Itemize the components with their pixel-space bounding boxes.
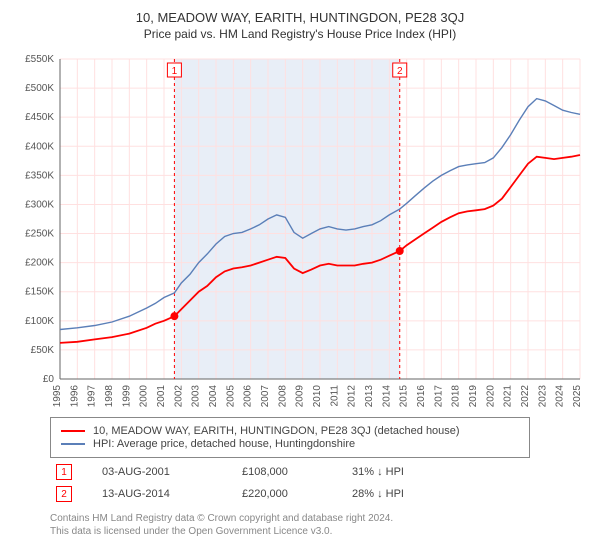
svg-text:2008: 2008	[277, 385, 288, 408]
svg-text:2005: 2005	[225, 385, 236, 408]
svg-text:2002: 2002	[173, 385, 184, 408]
svg-text:£300K: £300K	[25, 199, 54, 210]
svg-text:1996: 1996	[69, 385, 80, 408]
sale-date: 13-AUG-2014	[102, 488, 212, 500]
svg-text:2021: 2021	[503, 385, 514, 408]
svg-text:2023: 2023	[537, 385, 548, 408]
svg-text:2018: 2018	[451, 385, 462, 408]
sale-row: 1 03-AUG-2001 £108,000 31% ↓ HPI	[56, 464, 590, 480]
svg-text:1997: 1997	[87, 385, 98, 408]
svg-text:1995: 1995	[52, 385, 63, 408]
sale-date: 03-AUG-2001	[102, 466, 212, 478]
legend-item: 10, MEADOW WAY, EARITH, HUNTINGDON, PE28…	[61, 425, 519, 437]
legend: 10, MEADOW WAY, EARITH, HUNTINGDON, PE28…	[50, 417, 530, 458]
svg-text:2000: 2000	[139, 385, 150, 408]
legend-item: HPI: Average price, detached house, Hunt…	[61, 438, 519, 450]
svg-text:2011: 2011	[329, 385, 340, 407]
legend-label: 10, MEADOW WAY, EARITH, HUNTINGDON, PE28…	[93, 425, 460, 437]
page-title: 10, MEADOW WAY, EARITH, HUNTINGDON, PE28…	[10, 10, 590, 25]
svg-text:2: 2	[397, 66, 403, 77]
sale-marker: 1	[56, 464, 72, 480]
svg-text:2009: 2009	[295, 385, 306, 408]
svg-text:2025: 2025	[572, 385, 583, 408]
svg-text:2010: 2010	[312, 385, 323, 408]
svg-text:2024: 2024	[555, 385, 566, 408]
price-chart: £0 £50K £100K £150K £200K £250K £300K £350K £400…	[10, 49, 590, 409]
svg-text:£550K: £550K	[25, 54, 54, 65]
svg-text:£250K: £250K	[25, 229, 54, 240]
svg-text:2020: 2020	[485, 385, 496, 408]
svg-text:£450K: £450K	[25, 112, 54, 123]
page-subtitle: Price paid vs. HM Land Registry's House …	[10, 27, 590, 41]
svg-text:2015: 2015	[399, 385, 410, 408]
sale-marker: 2	[56, 486, 72, 502]
sale-delta: 28% ↓ HPI	[352, 488, 452, 500]
svg-text:2003: 2003	[191, 385, 202, 408]
svg-text:2001: 2001	[156, 385, 167, 408]
chart-svg: £0 £50K £100K £150K £200K £250K £300K £350K £400…	[10, 49, 590, 409]
svg-text:£350K: £350K	[25, 170, 54, 181]
legend-label: HPI: Average price, detached house, Hunt…	[93, 438, 355, 450]
svg-text:1999: 1999	[121, 385, 132, 408]
svg-text:£200K: £200K	[25, 258, 54, 269]
footer-line: Contains HM Land Registry data © Crown c…	[50, 512, 590, 525]
svg-text:£400K: £400K	[25, 141, 54, 152]
svg-text:2004: 2004	[208, 385, 219, 408]
svg-text:2014: 2014	[381, 385, 392, 408]
footer: Contains HM Land Registry data © Crown c…	[50, 512, 590, 538]
legend-swatch	[61, 430, 85, 432]
sale-price: £220,000	[242, 488, 322, 500]
svg-text:£0: £0	[43, 374, 55, 385]
sale-row: 2 13-AUG-2014 £220,000 28% ↓ HPI	[56, 486, 590, 502]
svg-text:2022: 2022	[520, 385, 531, 408]
svg-text:2019: 2019	[468, 385, 479, 408]
svg-text:£150K: £150K	[25, 287, 54, 298]
svg-text:2006: 2006	[243, 385, 254, 408]
sale-price: £108,000	[242, 466, 322, 478]
svg-text:£500K: £500K	[25, 83, 54, 94]
svg-text:1: 1	[172, 66, 178, 77]
footer-line: This data is licensed under the Open Gov…	[50, 525, 590, 538]
sale-delta: 31% ↓ HPI	[352, 466, 452, 478]
svg-text:2017: 2017	[433, 385, 444, 408]
svg-text:2013: 2013	[364, 385, 375, 408]
svg-text:£100K: £100K	[25, 316, 54, 327]
legend-swatch	[61, 443, 85, 445]
svg-text:2007: 2007	[260, 385, 271, 408]
svg-text:2012: 2012	[347, 385, 358, 408]
svg-text:£50K: £50K	[31, 345, 55, 356]
svg-text:2016: 2016	[416, 385, 427, 408]
sales-list: 1 03-AUG-2001 £108,000 31% ↓ HPI 2 13-AUG-201…	[10, 464, 590, 502]
svg-text:1998: 1998	[104, 385, 115, 408]
